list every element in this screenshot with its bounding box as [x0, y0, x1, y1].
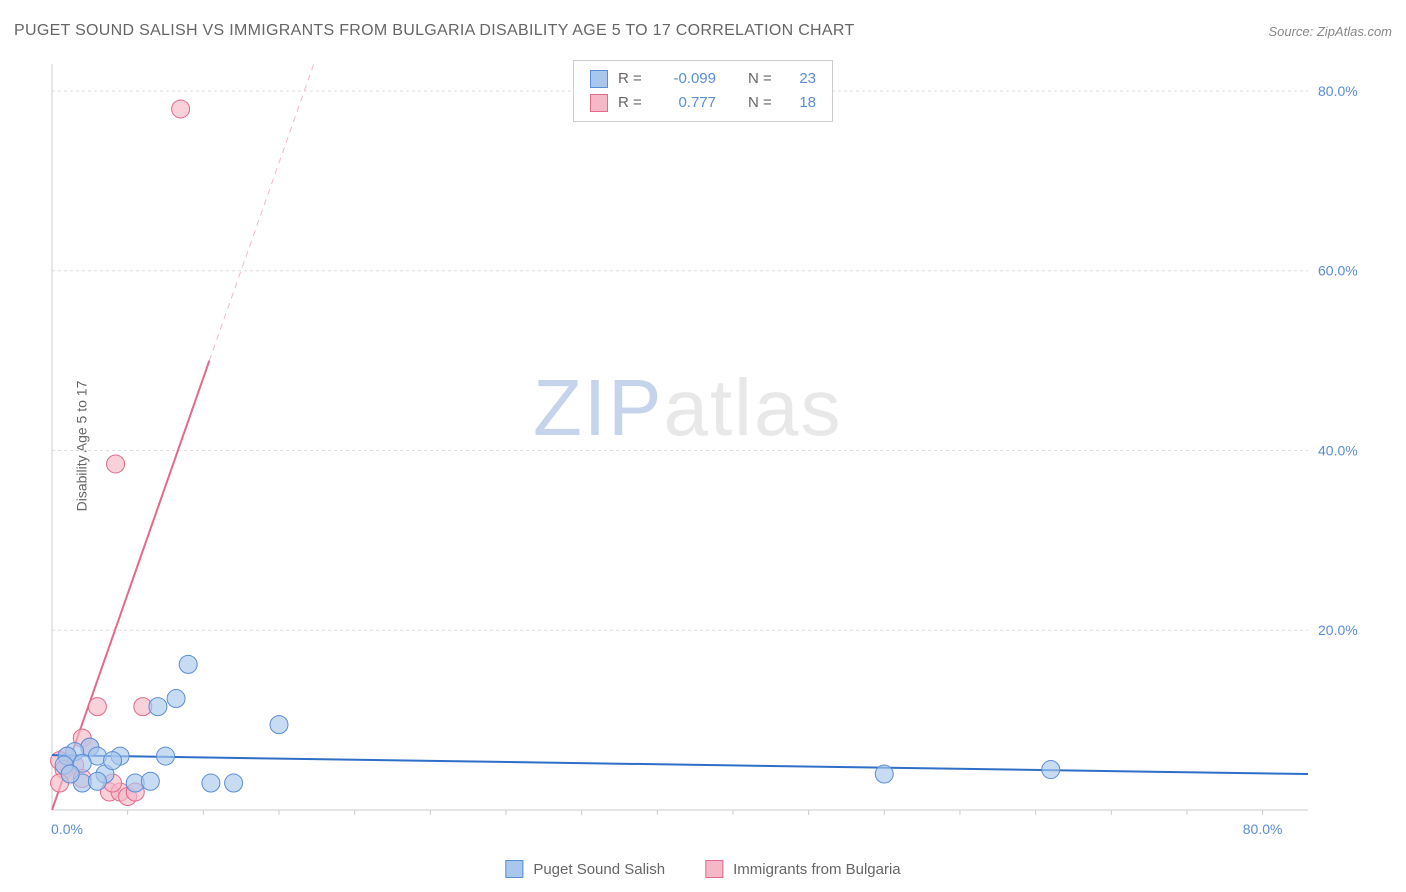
swatch-series-1 [590, 94, 608, 112]
stats-row-series-0: R = -0.099 N = 23 [590, 67, 816, 91]
series-legend: Puget Sound Salish Immigrants from Bulga… [505, 860, 900, 878]
svg-text:0.0%: 0.0% [51, 821, 83, 837]
legend-label-1: Immigrants from Bulgaria [733, 861, 901, 878]
n-value-0: 23 [786, 67, 816, 91]
chart-header: PUGET SOUND SALISH VS IMMIGRANTS FROM BU… [14, 22, 1392, 40]
stats-row-series-1: R = 0.777 N = 18 [590, 91, 816, 115]
source-attribution: Source: ZipAtlas.com [1268, 24, 1392, 39]
chart-canvas: 20.0% 40.0% 60.0% 80.0% 0.0% 80.0% [48, 60, 1378, 840]
scatter-plot: 20.0% 40.0% 60.0% 80.0% 0.0% 80.0% [48, 60, 1378, 840]
legend-label-0: Puget Sound Salish [533, 861, 665, 878]
n-value-1: 18 [786, 91, 816, 115]
r-value-0: -0.099 [656, 67, 716, 91]
r-label: R = [618, 91, 646, 115]
svg-text:80.0%: 80.0% [1318, 83, 1358, 99]
n-label: N = [748, 91, 776, 115]
legend-item-1: Immigrants from Bulgaria [705, 860, 901, 878]
svg-text:40.0%: 40.0% [1318, 442, 1358, 458]
svg-text:60.0%: 60.0% [1318, 263, 1358, 279]
chart-title: PUGET SOUND SALISH VS IMMIGRANTS FROM BU… [14, 22, 855, 40]
legend-item-0: Puget Sound Salish [505, 860, 665, 878]
r-label: R = [618, 67, 646, 91]
svg-text:20.0%: 20.0% [1318, 622, 1358, 638]
stats-legend: R = -0.099 N = 23 R = 0.777 N = 18 [573, 60, 833, 122]
swatch-series-1 [705, 860, 723, 878]
svg-text:80.0%: 80.0% [1243, 821, 1283, 837]
n-label: N = [748, 67, 776, 91]
swatch-series-0 [590, 70, 608, 88]
swatch-series-0 [505, 860, 523, 878]
r-value-1: 0.777 [656, 91, 716, 115]
